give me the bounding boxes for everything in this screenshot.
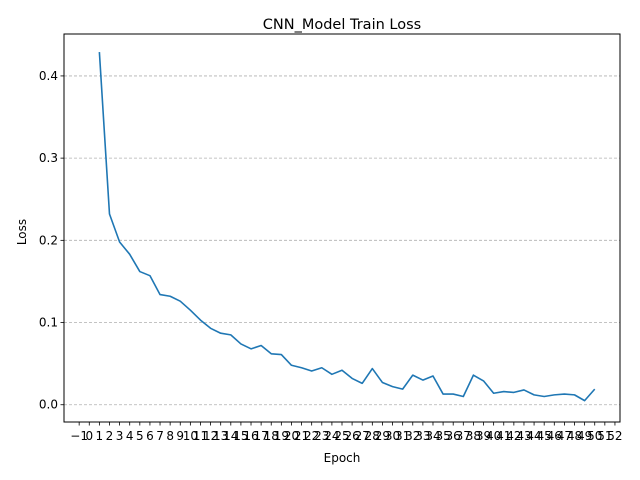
- gridlines: [64, 75, 620, 406]
- y-tick-label: 0.0: [39, 398, 58, 412]
- x-tick-label: −1: [70, 429, 88, 443]
- x-tick-label: 39: [476, 429, 491, 443]
- x-tick-label: 15: [233, 429, 248, 443]
- x-tick-label: 24: [324, 429, 339, 443]
- x-tick-label: 14: [223, 429, 238, 443]
- x-tick-label: 31: [395, 429, 410, 443]
- y-axis-ticks: 0.0 0.1 0.2 0.3 0.4: [39, 69, 64, 412]
- x-tick-label: 12: [203, 429, 218, 443]
- x-tick-label: 48: [567, 429, 582, 443]
- x-tick-label: 7: [156, 429, 164, 443]
- y-axis-label: Loss: [15, 219, 29, 245]
- x-tick-label: 6: [146, 429, 154, 443]
- y-tick-label: 0.3: [39, 151, 58, 165]
- x-tick-label: 30: [385, 429, 400, 443]
- x-tick-label: 17: [253, 429, 268, 443]
- x-tick-label: 20: [284, 429, 299, 443]
- x-tick-label: 23: [314, 429, 329, 443]
- x-tick-label: 49: [577, 429, 592, 443]
- x-tick-label: 35: [435, 429, 450, 443]
- x-tick-label: 27: [355, 429, 370, 443]
- x-tick-label: 3: [116, 429, 124, 443]
- x-tick-label: 2: [106, 429, 114, 443]
- y-tick-label: 0.2: [39, 233, 58, 247]
- x-tick-label: 34: [425, 429, 440, 443]
- x-tick-label: 5: [136, 429, 144, 443]
- y-tick-label: 0.1: [39, 316, 58, 330]
- x-tick-label: 22: [304, 429, 319, 443]
- x-tick-label: 46: [547, 429, 562, 443]
- x-axis-ticks: −10 1 2 3 4 5 6 7 8 91011121314151617181920212223…: [70, 422, 623, 443]
- x-tick-label: 10: [183, 429, 198, 443]
- x-tick-label: 8: [166, 429, 174, 443]
- x-tick-label: 32: [405, 429, 420, 443]
- x-tick-label: 16: [243, 429, 258, 443]
- x-tick-label: 51: [597, 429, 612, 443]
- series-layer: [98, 52, 596, 402]
- x-tick-label: 47: [557, 429, 572, 443]
- x-tick-label: 40: [486, 429, 501, 443]
- x-tick-label: 36: [446, 429, 461, 443]
- x-tick-label: 1: [96, 429, 104, 443]
- x-tick-label: 9: [176, 429, 184, 443]
- x-tick-label: 44: [526, 429, 541, 443]
- x-tick-label: 0: [85, 429, 93, 443]
- x-tick-label: 18: [264, 429, 279, 443]
- x-tick-label: 19: [274, 429, 289, 443]
- x-tick-label: 4: [126, 429, 134, 443]
- x-tick-label: 42: [506, 429, 521, 443]
- x-tick-label: 26: [344, 429, 359, 443]
- chart-title: CNN_Model Train Loss: [263, 17, 421, 33]
- loss-line: [98, 52, 596, 402]
- x-tick-label: 33: [415, 429, 430, 443]
- x-tick-label: 29: [375, 429, 390, 443]
- x-tick-label: 21: [294, 429, 309, 443]
- x-tick-label: 43: [516, 429, 531, 443]
- x-tick-label: 11: [193, 429, 208, 443]
- x-tick-label: 37: [456, 429, 471, 443]
- x-tick-label: 28: [365, 429, 380, 443]
- x-tick-label: 38: [466, 429, 481, 443]
- x-tick-label: 13: [213, 429, 228, 443]
- x-tick-label: 25: [334, 429, 349, 443]
- x-tick-label: 41: [496, 429, 511, 443]
- y-tick-label: 0.4: [39, 69, 58, 83]
- x-axis-label: Epoch: [324, 451, 361, 465]
- x-tick-label: 50: [587, 429, 602, 443]
- x-tick-label: 52: [607, 429, 622, 443]
- x-tick-label: 45: [537, 429, 552, 443]
